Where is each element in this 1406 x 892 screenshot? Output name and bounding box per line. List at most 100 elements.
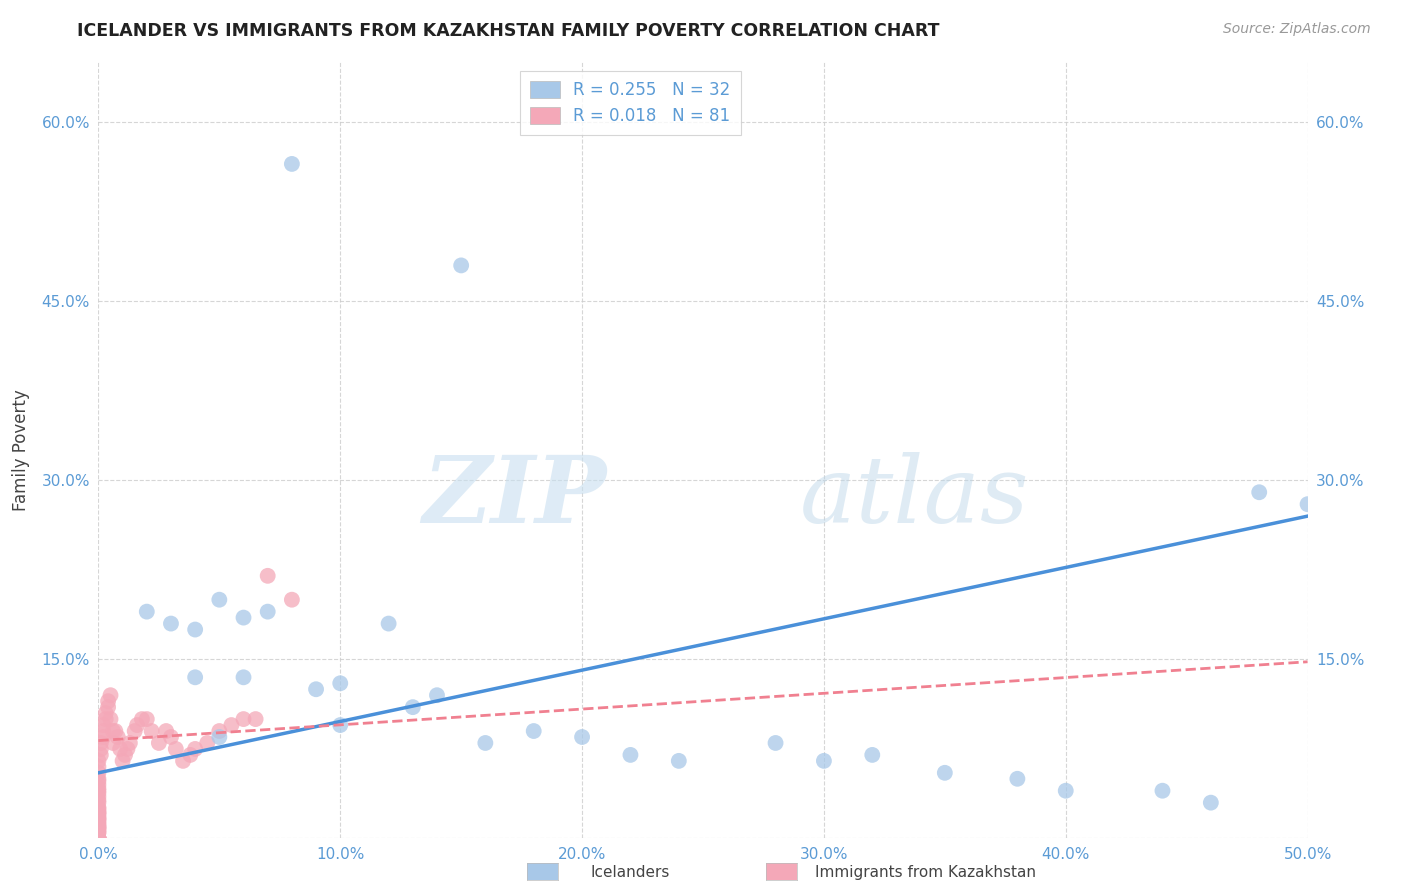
Point xyxy=(281,157,304,171)
Point xyxy=(523,724,546,739)
Point xyxy=(208,724,231,739)
Point xyxy=(195,736,218,750)
Point xyxy=(1199,796,1222,810)
Point xyxy=(107,730,129,744)
Point xyxy=(87,831,110,846)
Point xyxy=(208,730,231,744)
Point xyxy=(160,616,183,631)
Point xyxy=(87,820,110,834)
Point xyxy=(127,718,149,732)
Point xyxy=(450,259,472,273)
Point xyxy=(87,793,110,807)
Text: Immigrants from Kazakhstan: Immigrants from Kazakhstan xyxy=(815,865,1036,880)
Point xyxy=(94,706,117,720)
Point xyxy=(87,796,110,810)
Point xyxy=(97,700,120,714)
Point xyxy=(155,724,177,739)
Point xyxy=(87,823,110,838)
Text: atlas: atlas xyxy=(800,452,1029,542)
Point xyxy=(860,747,883,762)
Point xyxy=(131,712,153,726)
Point xyxy=(100,712,122,726)
Point xyxy=(87,831,110,846)
Point xyxy=(87,781,110,796)
Point xyxy=(101,724,124,739)
Point xyxy=(87,765,110,780)
Point xyxy=(232,712,254,726)
Point xyxy=(426,688,449,702)
Point xyxy=(184,623,207,637)
Point xyxy=(377,616,399,631)
Point xyxy=(117,742,139,756)
Point xyxy=(87,817,110,831)
Point xyxy=(87,821,110,835)
Point xyxy=(813,754,835,768)
Point xyxy=(1054,783,1077,797)
Point xyxy=(571,730,593,744)
Point xyxy=(172,754,194,768)
Point xyxy=(179,747,201,762)
Point xyxy=(87,825,110,839)
Point xyxy=(87,831,110,846)
Point xyxy=(765,736,787,750)
Point xyxy=(87,814,110,828)
Text: Source: ZipAtlas.com: Source: ZipAtlas.com xyxy=(1223,22,1371,37)
Point xyxy=(87,789,110,804)
Point xyxy=(1296,497,1319,511)
Point xyxy=(245,712,267,726)
Point xyxy=(87,786,110,800)
Point xyxy=(87,806,110,821)
Point xyxy=(232,670,254,684)
Point xyxy=(87,831,110,846)
Point xyxy=(100,688,122,702)
Legend: R = 0.255   N = 32, R = 0.018   N = 81: R = 0.255 N = 32, R = 0.018 N = 81 xyxy=(520,70,741,136)
Point xyxy=(148,736,170,750)
Point xyxy=(87,783,110,797)
Point xyxy=(87,805,110,820)
Point xyxy=(114,747,136,762)
Point xyxy=(1007,772,1029,786)
Point xyxy=(90,742,112,756)
Point xyxy=(87,820,110,834)
Point xyxy=(118,736,141,750)
Point xyxy=(184,742,207,756)
Point xyxy=(111,754,134,768)
Point xyxy=(87,831,110,846)
Point xyxy=(87,778,110,792)
Point xyxy=(87,774,110,789)
Point xyxy=(87,831,110,846)
Point xyxy=(402,700,425,714)
Point xyxy=(1249,485,1271,500)
Point xyxy=(232,610,254,624)
Point xyxy=(135,605,157,619)
Point xyxy=(87,807,110,822)
Point xyxy=(104,724,127,739)
Point xyxy=(91,718,114,732)
Point xyxy=(87,802,110,816)
Point xyxy=(87,804,110,818)
Point xyxy=(87,825,110,839)
Point xyxy=(87,831,110,846)
Point xyxy=(474,736,496,750)
Point xyxy=(160,730,183,744)
Point xyxy=(87,831,110,846)
Text: ICELANDER VS IMMIGRANTS FROM KAZAKHSTAN FAMILY POVERTY CORRELATION CHART: ICELANDER VS IMMIGRANTS FROM KAZAKHSTAN … xyxy=(77,22,939,40)
Point xyxy=(256,605,278,619)
Text: ZIP: ZIP xyxy=(422,452,606,542)
Point xyxy=(87,831,110,846)
Point xyxy=(90,747,112,762)
Point xyxy=(87,760,110,774)
Point xyxy=(87,816,110,830)
Point xyxy=(87,822,110,836)
Point xyxy=(91,730,114,744)
Point xyxy=(256,569,278,583)
Point xyxy=(208,592,231,607)
Point xyxy=(94,712,117,726)
Point xyxy=(1152,783,1174,797)
Point xyxy=(108,742,131,756)
Point xyxy=(87,831,110,846)
Point xyxy=(141,724,163,739)
Point xyxy=(124,724,146,739)
Point xyxy=(668,754,690,768)
Point xyxy=(165,742,187,756)
